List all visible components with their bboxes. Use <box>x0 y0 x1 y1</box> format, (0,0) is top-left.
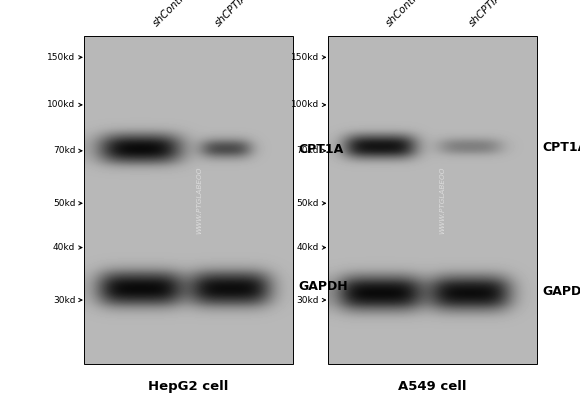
Text: 150kd: 150kd <box>291 53 319 62</box>
Text: 40kd: 40kd <box>53 243 75 252</box>
Text: CPT1A: CPT1A <box>299 143 344 156</box>
Text: GAPDH: GAPDH <box>299 280 349 294</box>
Text: CPT1A: CPT1A <box>542 141 580 154</box>
Text: shControl: shControl <box>151 0 193 28</box>
Text: A549 cell: A549 cell <box>398 380 466 393</box>
Text: shCPTIA: shCPTIA <box>213 0 251 28</box>
Text: 40kd: 40kd <box>296 243 319 252</box>
Text: 150kd: 150kd <box>47 53 75 62</box>
Text: WWW.PTGLABEOO: WWW.PTGLABEOO <box>440 166 445 234</box>
Text: 50kd: 50kd <box>296 199 319 208</box>
Text: 70kd: 70kd <box>296 146 319 155</box>
Text: 70kd: 70kd <box>53 146 75 155</box>
Text: HepG2 cell: HepG2 cell <box>148 380 229 393</box>
Text: shCPTIA: shCPTIA <box>467 0 505 28</box>
Text: GAPDH: GAPDH <box>542 285 580 298</box>
Bar <box>84 36 293 364</box>
Text: 30kd: 30kd <box>296 296 319 304</box>
Text: 100kd: 100kd <box>47 100 75 109</box>
Text: WWW.PTGLABEOO: WWW.PTGLABEOO <box>196 166 202 234</box>
Text: shControl: shControl <box>384 0 426 28</box>
Text: 30kd: 30kd <box>53 296 75 304</box>
Bar <box>328 36 536 364</box>
Text: 50kd: 50kd <box>53 199 75 208</box>
Text: 100kd: 100kd <box>291 100 319 109</box>
